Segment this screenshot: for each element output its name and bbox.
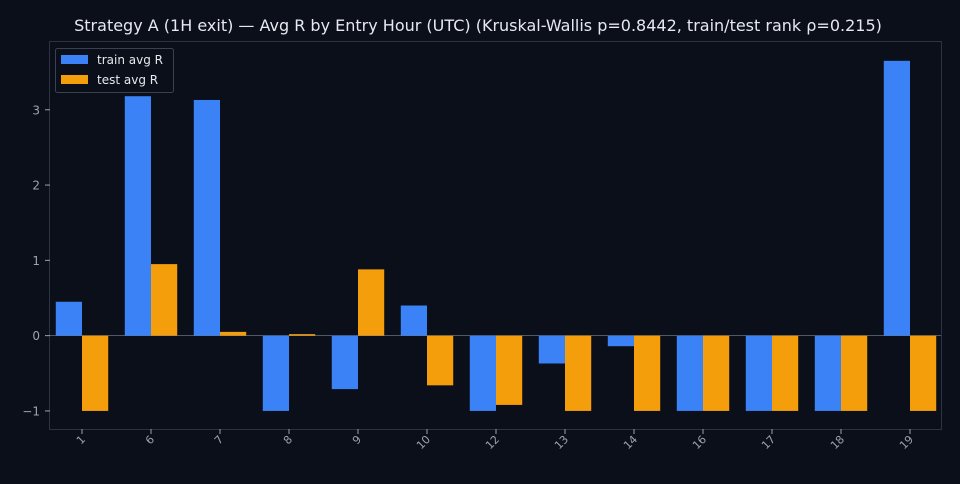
train-bar-19	[883, 60, 910, 336]
train-bar-6	[124, 96, 151, 336]
x-tick-label: 17	[759, 433, 778, 452]
train-bar-13	[538, 335, 565, 364]
train-bar-1	[55, 301, 82, 336]
test-bar-9	[358, 269, 385, 336]
x-tick-label: 6	[143, 433, 157, 447]
x-tick-label: 10	[414, 433, 433, 452]
test-bar-19	[910, 335, 937, 411]
bars-layer	[55, 60, 937, 411]
x-tick-label: 16	[690, 433, 709, 452]
test-bar-16	[703, 335, 730, 411]
train-bar-7	[193, 99, 220, 336]
test-bar-13	[565, 335, 592, 411]
legend-swatch	[61, 75, 88, 84]
legend-label: test avg R	[97, 73, 158, 87]
y-tick-label: 1	[32, 254, 40, 268]
y-tick-label: 0	[32, 329, 40, 343]
test-bar-10	[427, 335, 454, 386]
test-bar-17	[772, 335, 799, 411]
legend-swatch	[61, 55, 88, 64]
x-tick-label: 8	[281, 433, 295, 447]
test-bar-8	[289, 334, 316, 336]
x-tick-label: 9	[350, 433, 364, 447]
test-bar-1	[82, 335, 109, 411]
train-bar-18	[814, 335, 841, 411]
test-bar-18	[841, 335, 868, 411]
train-bar-14	[607, 335, 634, 347]
x-tick-label: 18	[828, 433, 847, 452]
train-bar-8	[262, 335, 289, 411]
x-tick-label: 7	[212, 433, 226, 447]
y-tick-label: −1	[22, 404, 40, 418]
y-tick-label: 2	[32, 179, 40, 193]
train-bar-12	[469, 335, 496, 411]
train-bar-9	[331, 335, 358, 390]
train-bar-17	[745, 335, 772, 411]
x-tick-label: 13	[552, 433, 571, 452]
x-tick-label: 12	[483, 433, 502, 452]
test-bar-12	[496, 335, 523, 405]
test-bar-6	[151, 264, 178, 336]
legend-label: train avg R	[97, 53, 163, 67]
y-axis: −1 0 1 2 3	[22, 103, 50, 418]
legend: train avg R test avg R	[55, 48, 174, 93]
x-tick-label: 14	[621, 433, 640, 452]
train-bar-16	[676, 335, 703, 411]
test-bar-7	[220, 331, 247, 336]
y-tick-label: 3	[32, 103, 40, 117]
train-bar-10	[400, 305, 427, 336]
x-tick-label: 19	[897, 433, 916, 452]
chart-title: Strategy A (1H exit) — Avg R by Entry Ho…	[74, 16, 882, 35]
x-axis: 1 6 7 8 9 10 12 13 14 16 17 18 19	[74, 429, 916, 452]
x-tick-label: 1	[74, 433, 88, 447]
test-bar-14	[634, 335, 661, 411]
